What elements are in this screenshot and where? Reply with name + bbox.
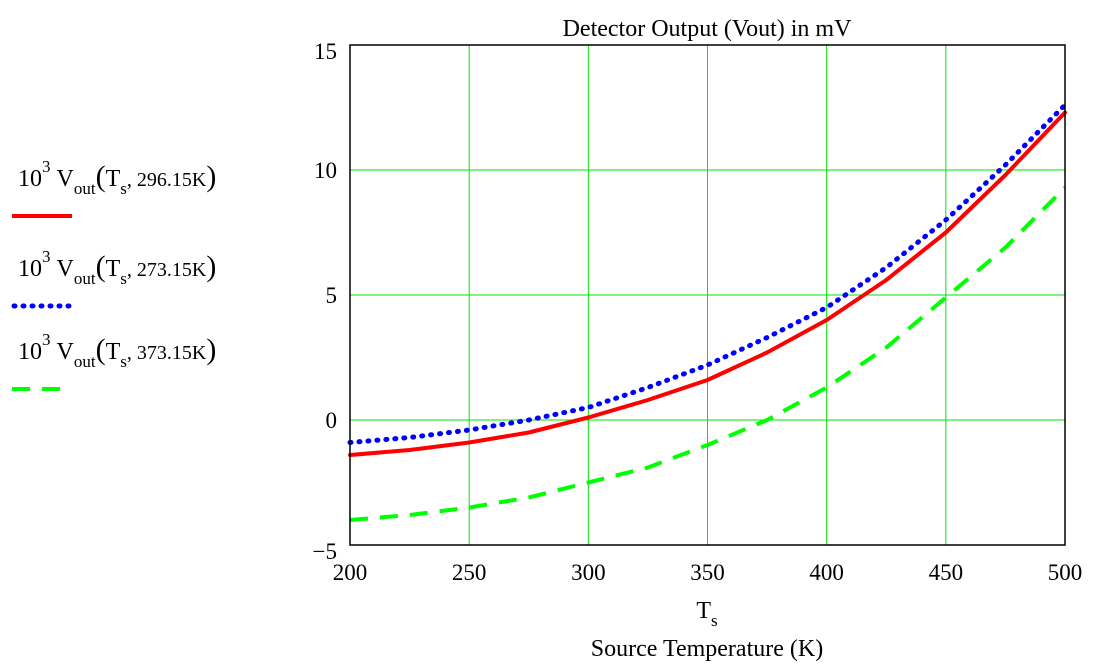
x-tick-label: 450: [929, 560, 964, 585]
y-tick-label: 15: [314, 39, 337, 64]
x-tick-label: 300: [571, 560, 606, 585]
x-axis-symbol: T: [696, 598, 711, 624]
series-line-3: [349, 186, 1067, 522]
x-tick-label: 400: [809, 560, 844, 585]
legend-entry-3: 103 Vout(Ts, 373.15K): [12, 330, 216, 391]
x-axis-sublabel: Source Temperature (K): [591, 636, 823, 662]
legend-label: 103 Vout(Ts, 296.15K): [18, 157, 216, 198]
x-tick-label: 250: [452, 560, 487, 585]
plot-grid: [350, 45, 1065, 545]
legend: 103 Vout(Ts, 296.15K) 103 Vout(Ts, 273.15K)…: [11, 157, 216, 391]
x-tick-label: 350: [690, 560, 725, 585]
series-lines: [347, 102, 1068, 522]
y-tick-label: 5: [326, 283, 338, 308]
series-line-2: [347, 102, 1068, 445]
x-tick-label: 500: [1048, 560, 1083, 585]
y-tick-label: −5: [313, 539, 337, 564]
legend-entry-1: 103 Vout(Ts, 296.15K): [12, 157, 216, 218]
chart-title: Detector Output (Vout) in mV: [563, 16, 853, 42]
legend-label: 103 Vout(Ts, 273.15K): [18, 247, 216, 288]
x-tick-labels: 200 250 300 350 400 450 500: [333, 560, 1083, 585]
x-axis-label: Ts: [696, 598, 717, 630]
y-tick-labels: 15 10 5 0 −5: [313, 39, 337, 564]
legend-entry-2: 103 Vout(Ts, 273.15K): [11, 247, 216, 309]
plot-frame: [349, 44, 1066, 546]
legend-label: 103 Vout(Ts, 373.15K): [18, 330, 216, 371]
y-tick-label: 10: [314, 158, 337, 183]
x-tick-label: 200: [333, 560, 368, 585]
series-line-1: [348, 110, 1067, 457]
x-axis-subscript: s: [711, 611, 718, 630]
y-tick-label: 0: [326, 408, 338, 433]
